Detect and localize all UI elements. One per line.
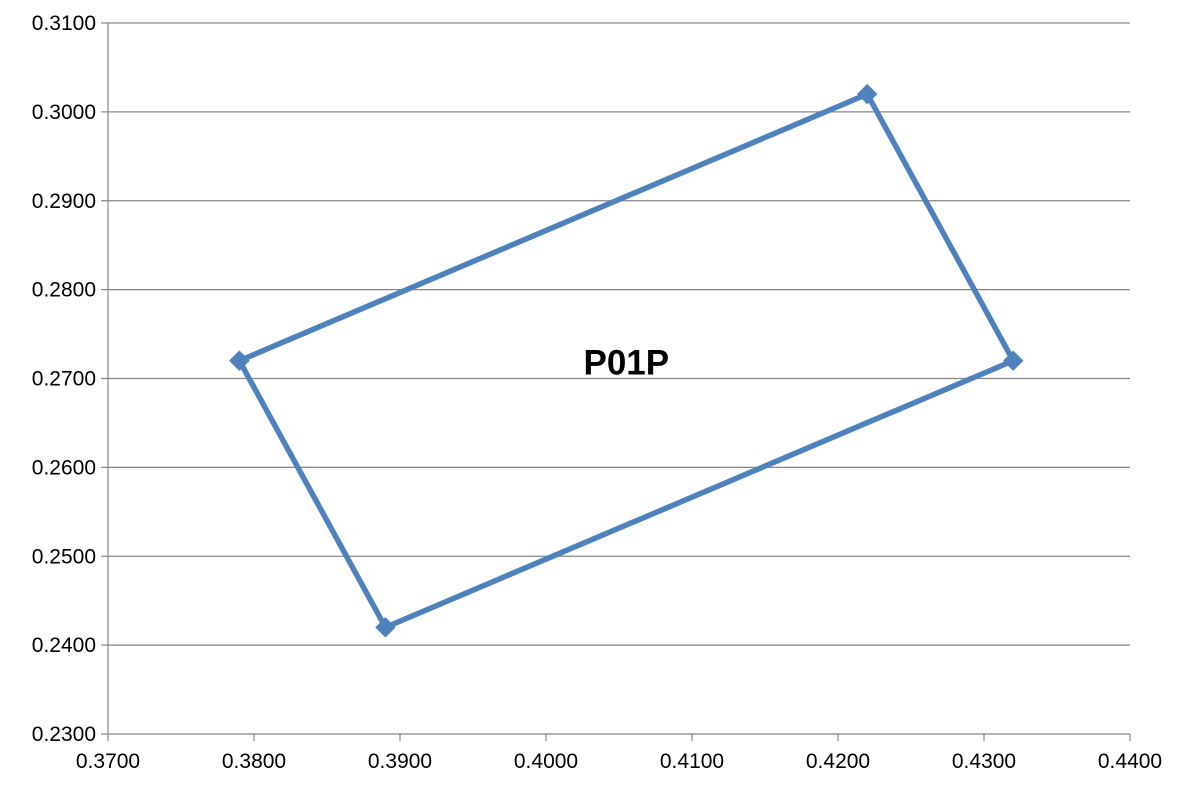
axis-layer (101, 22, 1131, 741)
x-tick-label: 0.4200 (806, 750, 870, 773)
x-tick-label: 0.3700 (76, 750, 140, 773)
x-tick-label: 0.3800 (222, 750, 286, 773)
y-tick-label: 0.2400 (32, 634, 96, 657)
y-tick-label: 0.3100 (32, 12, 96, 35)
grid-layer (108, 22, 1130, 735)
data-point-marker (856, 83, 878, 105)
x-tick-label: 0.4400 (1098, 750, 1162, 773)
y-tick-label: 0.2800 (32, 279, 96, 302)
label-layer: 0.2300 0.2400 0.2500 0.2600 0.2700 0.2800 0.29… (32, 12, 1162, 773)
series-layer (229, 83, 1024, 638)
annotation-label: P01P (583, 344, 669, 383)
y-tick-label: 0.2500 (32, 545, 96, 568)
y-tick-label: 0.2700 (32, 368, 96, 391)
y-tick-label: 0.2900 (32, 190, 96, 213)
data-point-marker (375, 617, 396, 638)
x-tick-label: 0.4000 (514, 750, 578, 773)
data-point-marker (1002, 350, 1024, 371)
y-tick-label: 0.3000 (32, 101, 96, 124)
x-tick-label: 0.4100 (660, 750, 724, 773)
data-point-marker (229, 350, 250, 371)
x-tick-label: 0.3900 (368, 750, 432, 773)
x-tick-label: 0.4300 (952, 750, 1016, 773)
y-tick-label: 0.2600 (32, 456, 96, 479)
y-tick-label: 0.2300 (32, 723, 96, 746)
